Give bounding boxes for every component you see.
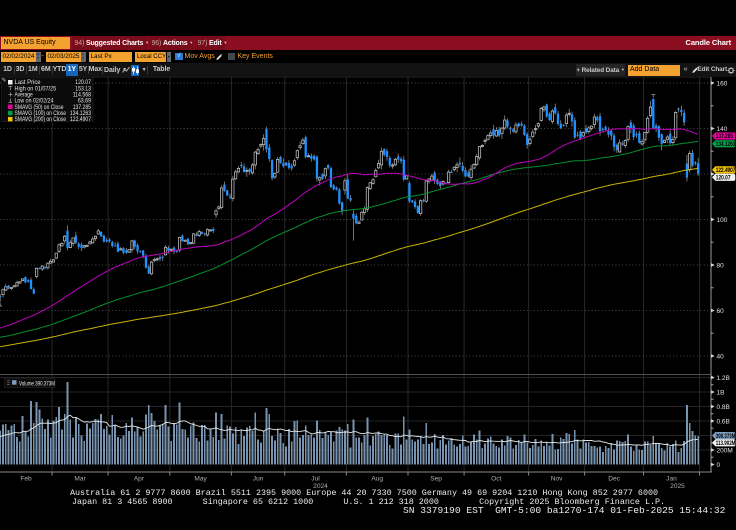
svg-text:0.6B: 0.6B [717, 418, 730, 425]
svg-text:153.13: 153.13 [75, 86, 91, 92]
svg-text:Dec: Dec [608, 476, 620, 483]
svg-text:134.1263: 134.1263 [716, 142, 736, 148]
svg-text:122.4907: 122.4907 [716, 168, 736, 174]
svg-text:Jan: Jan [666, 476, 677, 483]
svg-text:0: 0 [717, 462, 721, 469]
svg-text:1.2B: 1.2B [717, 375, 730, 382]
svg-text:113.902M: 113.902M [716, 441, 736, 447]
svg-text:122.4907: 122.4907 [70, 117, 92, 123]
svg-text:Aug: Aug [371, 476, 383, 483]
svg-text:200M: 200M [717, 447, 733, 454]
svg-text:120.07: 120.07 [716, 176, 731, 182]
svg-text:Sep: Sep [430, 476, 442, 483]
svg-text:SMAVG (200) on Close: SMAVG (200) on Close [15, 117, 67, 123]
svg-text:2025: 2025 [670, 483, 685, 490]
svg-text:100: 100 [717, 217, 728, 224]
svg-text:114.568: 114.568 [73, 93, 92, 99]
svg-text:SMAVG (100) on Close: SMAVG (100) on Close [15, 111, 67, 117]
svg-text:SMAVG (50) on Close: SMAVG (50) on Close [15, 105, 65, 111]
svg-text:Average: Average [15, 93, 34, 99]
svg-text:Apr: Apr [134, 476, 145, 483]
svg-text:134.1263: 134.1263 [70, 111, 92, 117]
svg-text:0.8B: 0.8B [717, 404, 730, 411]
svg-text:Oct: Oct [491, 476, 501, 483]
svg-text:80: 80 [717, 262, 725, 269]
svg-text:High on 01/07/25: High on 01/07/25 [15, 86, 57, 92]
svg-text:Low on 02/02/24: Low on 02/02/24 [15, 99, 55, 105]
svg-text:160: 160 [717, 80, 728, 87]
svg-text:40: 40 [717, 353, 725, 360]
svg-text:60: 60 [717, 308, 725, 315]
svg-text:1B: 1B [717, 389, 725, 396]
svg-text:Feb: Feb [20, 476, 32, 483]
svg-text:63.69: 63.69 [78, 99, 92, 105]
svg-text:137.285: 137.285 [716, 134, 734, 140]
svg-text:Jul: Jul [311, 476, 320, 483]
svg-text:140: 140 [717, 126, 728, 133]
svg-text:120.07: 120.07 [75, 80, 91, 86]
svg-text:2024: 2024 [313, 483, 328, 490]
svg-text:Volume 390.373M: Volume 390.373M [19, 382, 55, 388]
svg-text:Nov: Nov [551, 476, 563, 483]
svg-text:May: May [194, 476, 207, 483]
svg-text:Mar: Mar [74, 476, 86, 483]
svg-text:Last Price: Last Price [15, 80, 42, 86]
svg-text:390.373M: 390.373M [716, 434, 736, 440]
svg-text:Jun: Jun [253, 476, 264, 483]
svg-text:137.285: 137.285 [73, 105, 92, 111]
